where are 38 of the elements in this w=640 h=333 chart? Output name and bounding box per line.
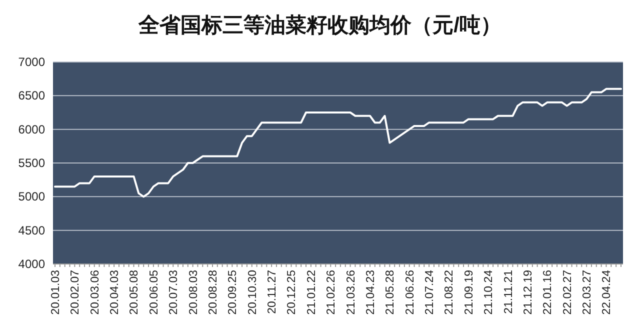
- x-tick-label: 20.11.27: [266, 270, 279, 314]
- x-tick-label: 21.07.24: [424, 269, 436, 315]
- x-tick-label: 21.02.26: [326, 270, 338, 315]
- x-tick-label: 20.08.28: [207, 270, 220, 315]
- y-tick-label: 6000: [18, 122, 46, 136]
- x-tick-label: 22.02.27: [562, 270, 574, 315]
- x-tick-label: 22.04.24: [601, 269, 614, 315]
- x-tick-label: 20.09.25: [227, 270, 240, 315]
- y-tick-label: 7000: [18, 55, 46, 69]
- chart-title: 全省国标三等油菜籽收购均价（元/吨）: [138, 14, 502, 37]
- x-tick-label: 21.10.24: [483, 269, 496, 315]
- x-tick-label: 20.04.03: [109, 270, 122, 315]
- x-tick-label: 21.05.28: [384, 270, 397, 315]
- x-tick-label: 20.08.03: [188, 270, 200, 315]
- line-series: [54, 88, 622, 198]
- x-tick-label: 21.12.19: [522, 270, 534, 315]
- x-tick-label: 20.01.03: [50, 270, 62, 315]
- y-tick-label: 6500: [18, 88, 46, 103]
- y-tick-label: 4500: [18, 223, 46, 238]
- x-tick-label: 20.03.06: [89, 270, 102, 315]
- x-tick-label: 22.03.27: [582, 270, 594, 315]
- x-tick-label: 21.06.26: [404, 270, 416, 315]
- y-tick-label: 5500: [18, 156, 46, 170]
- x-tick-label: 21.11.21: [502, 270, 515, 314]
- y-tick-label: 4000: [18, 257, 46, 271]
- y-tick-label: 5000: [18, 190, 46, 204]
- x-tick-label: 21.03.26: [345, 270, 358, 315]
- x-tick-label: 21.01.22: [306, 270, 318, 315]
- x-tick-label: 21.09.19: [463, 270, 476, 315]
- x-tick-label: 20.02.07: [70, 270, 82, 315]
- x-tick-label: 20.06.05: [148, 270, 160, 315]
- x-tick-label: 20.07.03: [168, 270, 180, 315]
- x-tick-label: 21.04.23: [364, 270, 377, 315]
- x-tick-label: 21.08.22: [444, 270, 456, 315]
- x-tick-label: 20.12.25: [286, 270, 298, 315]
- x-tick-label: 22.01.16: [542, 270, 554, 315]
- x-tick-label: 20.10.30: [246, 270, 259, 315]
- x-tick-label: 20.05.08: [128, 270, 141, 315]
